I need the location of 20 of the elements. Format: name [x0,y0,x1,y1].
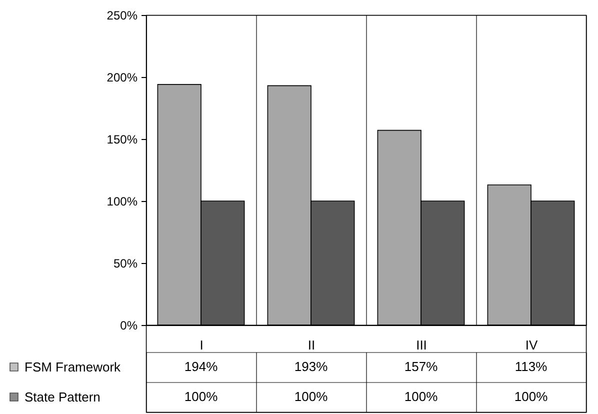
x-tick-label: III [416,338,427,352]
y-tick-label: 0% [120,318,138,332]
data-label: 100% [514,389,548,404]
data-label: 194% [184,359,218,374]
data-label: 113% [514,359,548,374]
x-tick-label: I [200,338,204,352]
x-tick-label: II [308,338,316,352]
x-tick-label: IV [525,338,538,352]
data-label: 193% [294,359,328,374]
y-tick-label: 100% [106,194,138,208]
legend-label: State Pattern [24,390,100,404]
data-label: 100% [294,389,328,404]
data-label: 157% [404,359,438,374]
legend-label: FSM Framework [24,360,122,374]
y-tick-label: 200% [106,70,138,84]
y-tick-label: 250% [106,8,138,22]
y-tick-label: 50% [113,256,138,270]
data-label: 100% [404,389,438,404]
y-tick-label: 150% [106,132,138,146]
data-label: 100% [184,389,218,404]
